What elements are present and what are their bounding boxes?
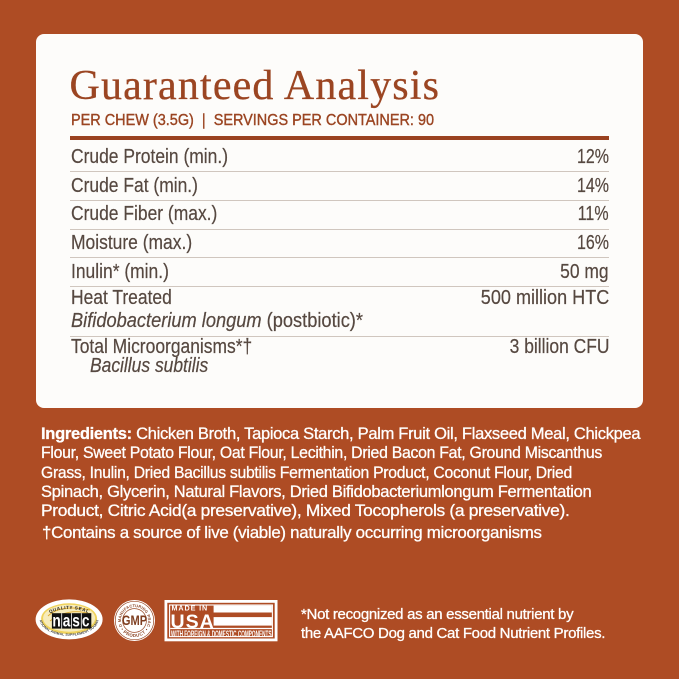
svg-text:GMP: GMP	[122, 613, 147, 628]
svg-text:USA: USA	[171, 611, 215, 633]
svg-text:nasc: nasc	[52, 612, 91, 631]
svg-text:MADE IN: MADE IN	[172, 603, 209, 612]
svg-text:NATIONAL ANIMAL SUPPLEMENT COU: NATIONAL ANIMAL SUPPLEMENT COUNCIL	[0, 0, 100, 637]
svg-text:WITH FOREIGN & DOMESTIC COMPON: WITH FOREIGN & DOMESTIC COMPONENTS	[171, 629, 272, 639]
svg-text:QUALITY SEAL: QUALITY SEAL	[48, 605, 90, 614]
svg-text:GOOD MANUFACTURING PRACTICE: GOOD MANUFACTURING PRACTICE	[0, 0, 152, 628]
